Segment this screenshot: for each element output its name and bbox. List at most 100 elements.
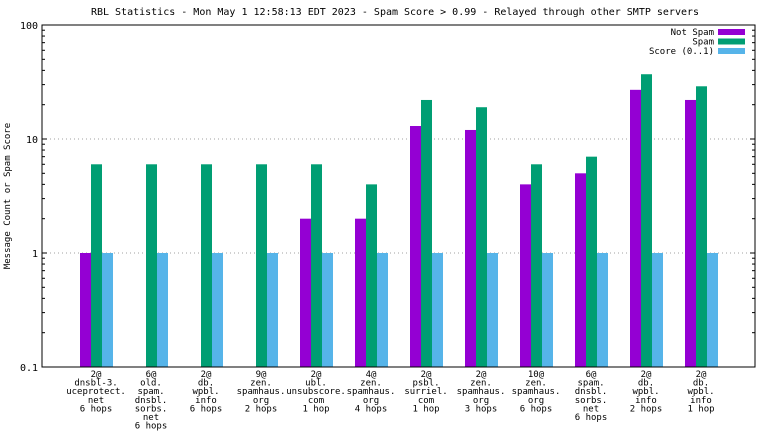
bar-score-0-1-7 xyxy=(487,253,498,367)
x-category-label-line: spamhaus. xyxy=(512,387,561,397)
x-category-label-line: spamhaus. xyxy=(457,387,506,397)
x-category-label-line: 1 hop xyxy=(687,404,714,414)
bar-not-spam-0 xyxy=(80,253,91,367)
bar-spam-0 xyxy=(91,164,102,367)
x-category-label-line: spam. xyxy=(137,387,164,397)
x-category-label-line: zen. xyxy=(250,379,272,389)
bar-spam-6 xyxy=(421,99,432,368)
x-category-label-line: 6 hops xyxy=(80,404,113,414)
legend-label-score-0-1: Score (0..1) xyxy=(649,47,714,57)
x-category-label-line: 6 hops xyxy=(520,404,553,414)
legend-swatch-spam xyxy=(718,38,745,45)
x-category-label-line: info xyxy=(195,396,217,406)
legend-label-spam: Spam xyxy=(692,38,714,48)
y-tick-label-0: 0.1 xyxy=(20,363,38,374)
x-category-label-line: 6@ xyxy=(146,370,157,380)
x-category-label-line: 3 hops xyxy=(465,404,498,414)
bar-score-0-1-8 xyxy=(542,253,553,367)
y-tick-label-2: 10 xyxy=(26,135,38,146)
legend-label-not-spam: Not Spam xyxy=(671,28,714,38)
x-category-label-8: 10@ zen. spamhaus. org 6 hops xyxy=(512,370,561,414)
x-category-label-line: 6 hops xyxy=(575,413,608,423)
x-category-label-2: 2@ db. wpbl. info 6 hops xyxy=(190,370,223,414)
x-category-label-line: net xyxy=(88,396,104,406)
bar-spam-5 xyxy=(366,184,377,367)
bar-score-0-1-10 xyxy=(652,253,663,367)
x-category-label-line: 2@ xyxy=(476,370,487,380)
x-category-label-line: sorbs. xyxy=(135,404,168,414)
bar-not-spam-6 xyxy=(410,126,421,367)
x-category-label-line: org xyxy=(528,396,544,406)
x-category-label-line: wpbl. xyxy=(687,387,714,397)
x-category-label-line: surriel. xyxy=(404,387,447,397)
y-axis-ticks: 0.1 1 10 100 xyxy=(20,21,755,374)
bar-score-0-1-5 xyxy=(377,253,388,367)
bar-spam-10 xyxy=(641,74,652,367)
x-category-label-line: 2 hops xyxy=(245,404,278,414)
bar-spam-11 xyxy=(696,86,707,368)
x-category-label-line: wpbl. xyxy=(632,387,659,397)
x-category-label-line: zen. xyxy=(525,379,547,389)
x-category-label-line: spamhaus. xyxy=(347,387,396,397)
x-category-label-10: 2@ db. wpbl. info 2 hops xyxy=(630,370,663,414)
bar-score-0-1-6 xyxy=(432,253,443,367)
x-category-label-line: net xyxy=(143,413,159,423)
legend-swatch-score-0-1 xyxy=(718,48,745,54)
x-category-label-line: db. xyxy=(638,379,654,389)
bar-not-spam-10 xyxy=(630,89,641,368)
x-category-label-line: com xyxy=(418,396,434,406)
x-category-label-line: unsubscore. xyxy=(286,387,346,397)
x-category-label-1: 6@ old. spam. dnsbl. sorbs. net 6 hops xyxy=(135,370,168,432)
x-category-label-line: org xyxy=(363,396,379,406)
x-category-label-line: 2@ xyxy=(201,370,212,380)
bar-not-spam-4 xyxy=(300,218,311,367)
x-category-label-0: 2@ dnsbl-3. uceprotect. net 6 hops xyxy=(66,370,126,414)
bar-score-0-1-0 xyxy=(102,253,113,367)
y-axis-label: Message Count or Spam Score xyxy=(3,123,13,269)
x-category-label-line: zen. xyxy=(360,379,382,389)
x-category-label-6: 2@ psbl. surriel. com 1 hop xyxy=(404,370,447,414)
x-category-label-line: 1 hop xyxy=(412,404,439,414)
bar-score-0-1-3 xyxy=(267,253,278,367)
bar-spam-2 xyxy=(201,164,212,367)
x-category-label-7: 2@ zen. spamhaus. org 3 hops xyxy=(457,370,506,414)
bar-not-spam-7 xyxy=(465,129,476,367)
bar-not-spam-8 xyxy=(520,184,531,367)
x-category-label-11: 2@ db. wpbl. info 1 hop xyxy=(687,370,714,414)
x-category-label-line: ubl. xyxy=(305,379,327,389)
x-category-label-line: db. xyxy=(693,379,709,389)
bars xyxy=(80,74,718,368)
x-category-label-line: dnsbl. xyxy=(135,396,168,406)
x-category-label-line: 4 hops xyxy=(355,404,388,414)
x-category-label-4: 2@ ubl. unsubscore. com 1 hop xyxy=(286,370,346,414)
x-category-label-line: 9@ xyxy=(256,370,267,380)
x-category-label-line: 4@ xyxy=(366,370,377,380)
x-category-label-line: zen. xyxy=(470,379,492,389)
x-category-label-line: old. xyxy=(140,379,162,389)
x-category-label-line: 10@ xyxy=(528,370,545,380)
x-category-label-line: 6 hops xyxy=(135,422,168,432)
bar-spam-7 xyxy=(476,107,487,367)
bar-not-spam-9 xyxy=(575,173,586,367)
x-category-label-line: 2@ xyxy=(311,370,322,380)
y-tick-label-1: 1 xyxy=(32,249,38,260)
x-category-label-line: uceprotect. xyxy=(66,387,126,397)
x-category-label-line: spam. xyxy=(577,379,604,389)
x-category-label-line: net xyxy=(583,404,599,414)
x-category-label-line: 1 hop xyxy=(302,404,329,414)
x-category-label-line: sorbs. xyxy=(575,396,608,406)
x-category-label-line: info xyxy=(690,396,712,406)
bar-score-0-1-11 xyxy=(707,253,718,367)
x-category-label-line: com xyxy=(308,396,324,406)
x-category-label-line: dnsbl. xyxy=(575,387,608,397)
y-tick-label-3: 100 xyxy=(20,21,38,32)
bar-score-0-1-4 xyxy=(322,253,333,367)
bar-spam-1 xyxy=(146,164,157,367)
x-category-label-line: psbl. xyxy=(412,379,439,389)
x-category-label-line: 2@ xyxy=(641,370,652,380)
x-category-label-3: 9@ zen. spamhaus. org 2 hops xyxy=(237,370,286,414)
x-category-label-line: dnsbl-3. xyxy=(74,379,117,389)
x-category-label-line: db. xyxy=(198,379,214,389)
